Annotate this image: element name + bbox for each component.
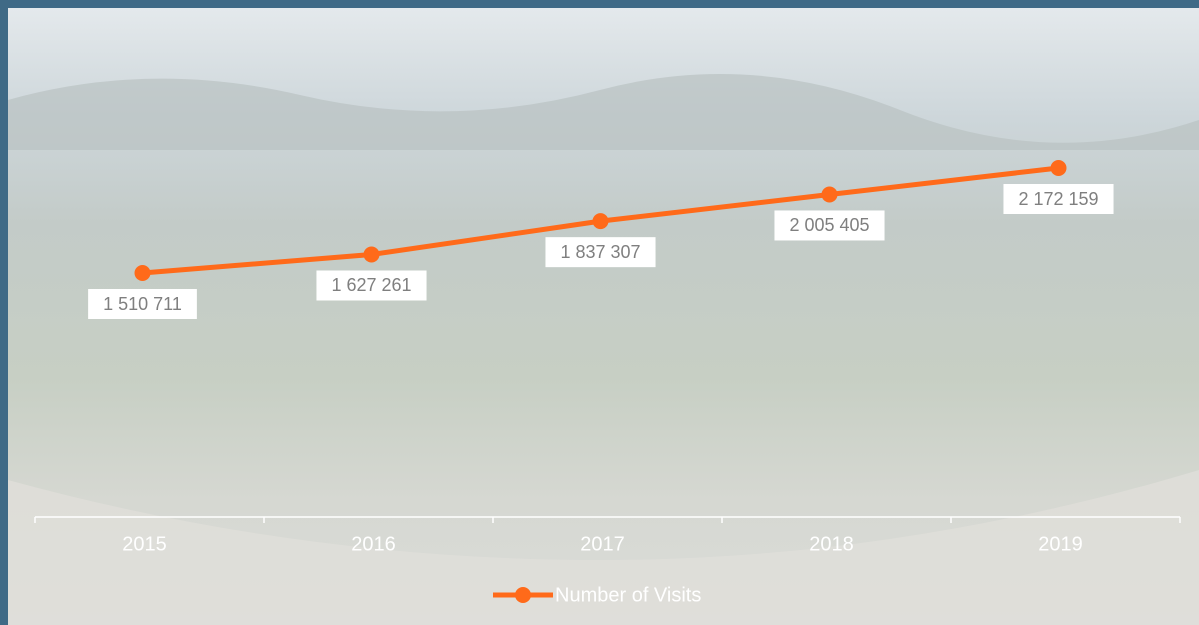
data-label: 1 510 711 — [103, 294, 182, 314]
data-label: 1 627 261 — [331, 275, 411, 295]
data-label: 1 837 307 — [560, 242, 640, 262]
legend-label: Number of Visits — [555, 584, 701, 606]
data-point — [593, 213, 609, 229]
data-label: 2 005 405 — [789, 215, 869, 235]
x-tick-label: 2016 — [351, 533, 396, 555]
x-tick-label: 2019 — [1038, 533, 1083, 555]
data-point — [822, 186, 838, 202]
data-point — [364, 246, 380, 262]
page: {"chart_data": {"type": "line", "categor… — [0, 0, 1199, 625]
data-point — [135, 265, 151, 281]
x-tick-label: 2018 — [809, 533, 854, 555]
legend-marker — [515, 587, 531, 603]
x-tick-label: 2015 — [122, 533, 167, 555]
chart: 2015 2016 2017 2018 2019 1 510 711 1 627 261 1 … — [0, 0, 1199, 625]
data-point — [1051, 160, 1067, 176]
data-label: 2 172 159 — [1018, 189, 1098, 209]
x-tick-label: 2017 — [580, 533, 625, 555]
